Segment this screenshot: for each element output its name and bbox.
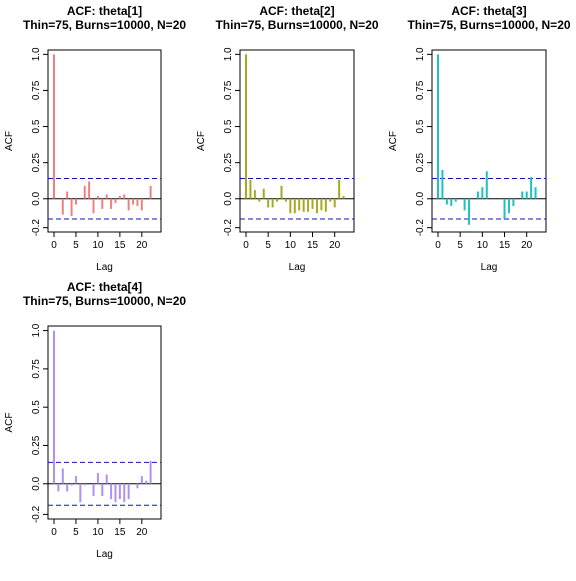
acf-panel-4: ACF: theta[4]Thin=75, Burns=10000, N=20 0… (4, 280, 186, 560)
x-tick-label: 10 (92, 527, 104, 538)
panel-subtitle: Thin=75, Burns=10000, N=20 (407, 18, 570, 32)
panel-title: ACF: theta[4] (67, 280, 142, 294)
y-tick-label: 0.75 (31, 80, 42, 100)
y-tick-label: 0.5 (415, 119, 426, 133)
panel-subtitle: Thin=75, Burns=10000, N=20 (215, 18, 378, 32)
plot-frame (431, 49, 547, 233)
y-axis-label: ACF (4, 413, 15, 433)
plot-frame (47, 49, 162, 233)
y-tick-label: 0.0 (415, 191, 426, 205)
x-tick-label: 20 (136, 527, 148, 538)
y-tick-label: 0.25 (31, 435, 42, 455)
y-tick-label: -0.2 (415, 219, 426, 237)
y-tick-label: 1.0 (31, 323, 42, 337)
x-tick-label: 5 (265, 240, 271, 251)
y-tick-label: 0.0 (31, 476, 42, 490)
x-tick-label: 10 (477, 240, 489, 251)
acf-panel-1: ACF: theta[1]Thin=75, Burns=10000, N=20 0… (4, 4, 186, 273)
x-tick-label: 20 (521, 240, 533, 251)
x-axis-label: Lag (96, 549, 113, 560)
y-tick-label: -0.2 (31, 219, 42, 237)
y-tick-label: 0.25 (223, 152, 234, 172)
y-tick-label: 0.5 (31, 119, 42, 133)
y-tick-label: 0.75 (31, 359, 42, 379)
x-axis-label: Lag (481, 262, 498, 273)
y-tick-label: 0.0 (31, 191, 42, 205)
y-tick-label: -0.2 (223, 219, 234, 237)
y-tick-label: 0.25 (31, 152, 42, 172)
y-tick-label: 0.75 (415, 80, 426, 100)
x-tick-label: 15 (499, 240, 511, 251)
x-axis-label: Lag (289, 262, 306, 273)
acf-panel-2: ACF: theta[2]Thin=75, Burns=10000, N=20 0… (196, 4, 379, 273)
x-tick-label: 15 (114, 240, 126, 251)
acf-panel-3: ACF: theta[3]Thin=75, Burns=10000, N=20 0… (388, 4, 571, 273)
panel-title: ACF: theta[2] (259, 4, 334, 18)
panel-subtitle: Thin=75, Burns=10000, N=20 (23, 18, 186, 32)
y-tick-label: 0.0 (223, 191, 234, 205)
x-tick-label: 0 (243, 240, 249, 251)
x-tick-label: 0 (51, 240, 57, 251)
y-tick-label: 1.0 (31, 47, 42, 61)
x-tick-label: 5 (73, 527, 79, 538)
x-tick-label: 15 (114, 527, 126, 538)
y-tick-label: 0.75 (223, 80, 234, 100)
y-axis-label: ACF (196, 131, 207, 151)
x-axis-label: Lag (96, 262, 113, 273)
plot-frame (239, 49, 355, 233)
x-tick-label: 15 (307, 240, 319, 251)
plot-frame (47, 325, 162, 520)
x-tick-label: 5 (457, 240, 463, 251)
y-tick-label: 1.0 (223, 47, 234, 61)
y-tick-label: -0.2 (31, 505, 42, 523)
x-tick-label: 10 (285, 240, 297, 251)
y-tick-label: 1.0 (415, 47, 426, 61)
x-tick-label: 0 (435, 240, 441, 251)
x-tick-label: 0 (51, 527, 57, 538)
x-tick-label: 5 (73, 240, 79, 251)
panel-title: ACF: theta[3] (451, 4, 526, 18)
x-tick-label: 20 (329, 240, 341, 251)
y-tick-label: 0.5 (31, 400, 42, 414)
panel-subtitle: Thin=75, Burns=10000, N=20 (23, 294, 186, 308)
x-tick-label: 10 (92, 240, 104, 251)
panel-title: ACF: theta[1] (67, 4, 142, 18)
y-tick-label: 0.5 (223, 119, 234, 133)
y-axis-label: ACF (388, 131, 399, 151)
y-axis-label: ACF (4, 131, 15, 151)
x-tick-label: 20 (136, 240, 148, 251)
y-tick-label: 0.25 (415, 152, 426, 172)
